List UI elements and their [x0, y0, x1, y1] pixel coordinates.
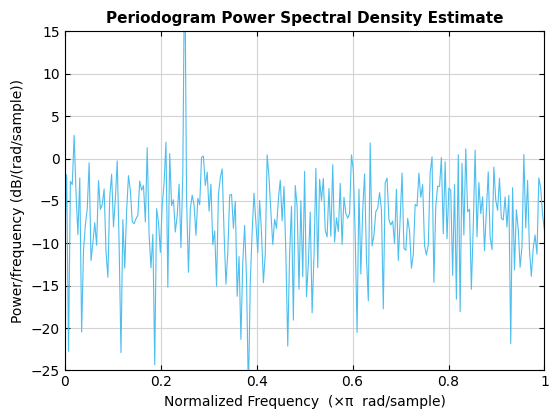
Y-axis label: Power/frequency (dB/(rad/sample)): Power/frequency (dB/(rad/sample))	[11, 79, 25, 323]
Title: Periodogram Power Spectral Density Estimate: Periodogram Power Spectral Density Estim…	[106, 11, 503, 26]
X-axis label: Normalized Frequency  (×π  rad/sample): Normalized Frequency (×π rad/sample)	[164, 395, 446, 409]
